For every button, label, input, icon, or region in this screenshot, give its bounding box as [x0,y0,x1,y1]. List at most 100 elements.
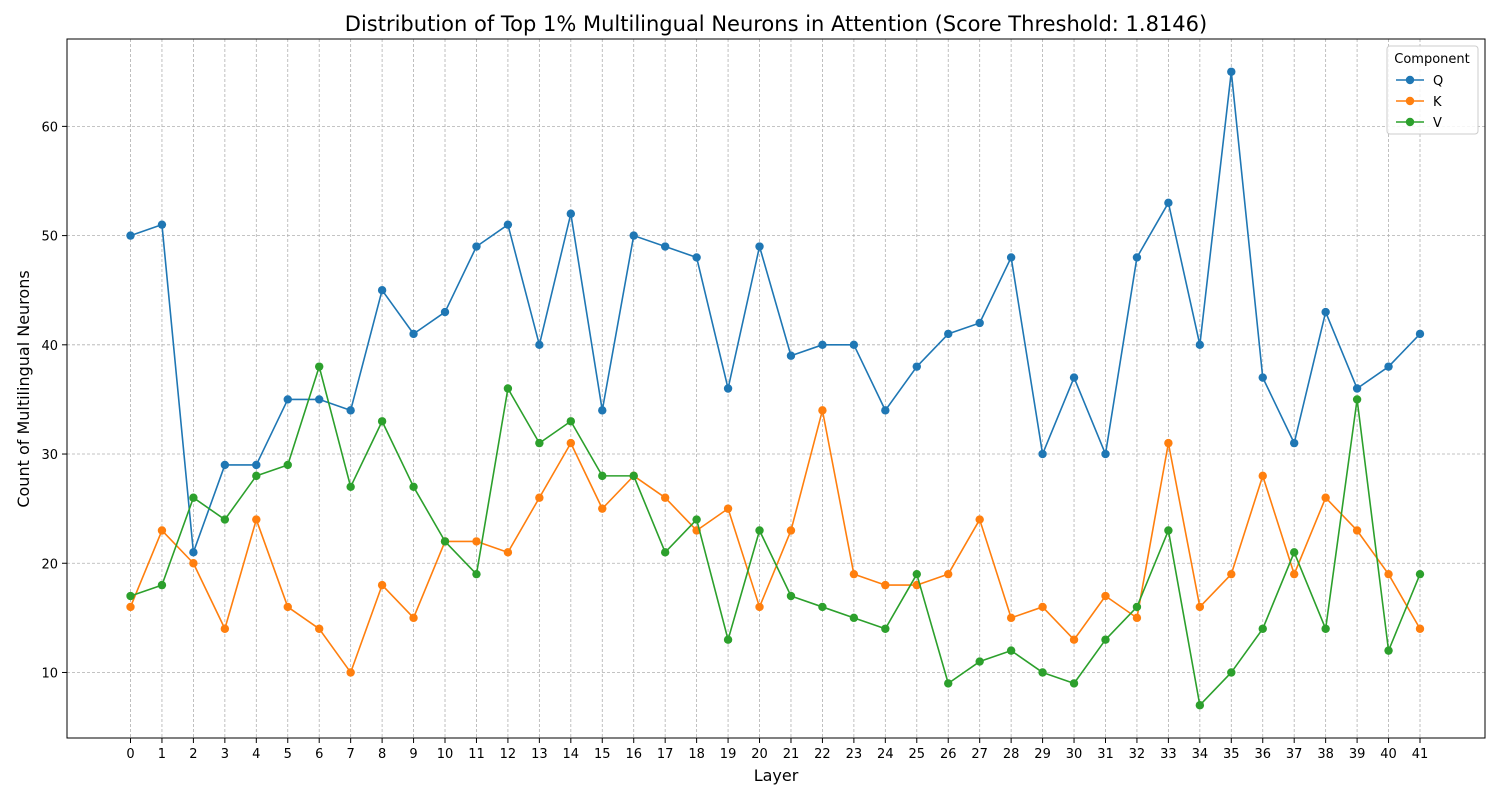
data-point [944,679,953,688]
x-tick-label: 1 [158,747,166,762]
data-point [1195,340,1205,350]
x-tick-label: 38 [1317,747,1334,762]
data-point [1164,438,1173,448]
data-point [440,307,450,317]
data-point [1415,624,1425,633]
data-point [1415,569,1425,579]
x-tick-label: 29 [1034,747,1051,762]
x-tick-label: 39 [1349,747,1366,762]
data-point [1415,329,1425,339]
legend-marker [1405,75,1415,85]
data-point [283,602,292,612]
data-point [189,559,198,568]
plot-frame [66,38,1486,739]
data-point [220,515,230,524]
data-point [283,395,292,404]
legend-marker [1405,96,1415,106]
data-point [440,537,450,546]
x-tick-label: 8 [378,747,386,762]
data-point [472,242,481,251]
data-point [975,318,984,328]
data-point [1258,471,1267,481]
data-point [1164,526,1173,535]
data-point [598,406,607,415]
data-point [472,537,481,546]
data-point [598,471,607,481]
x-tick-label: 36 [1254,747,1271,762]
data-point [252,471,261,481]
data-point [818,602,827,612]
data-point [881,406,890,415]
data-point [1069,373,1079,382]
grid [67,39,1485,738]
y-tick-label: 60 [41,120,58,135]
x-tick-label: 20 [751,747,768,762]
legend-label: V [1433,116,1442,131]
data-point [598,504,607,513]
series-line [129,409,1421,674]
y-tick-label: 30 [41,448,58,463]
legend-box [1386,45,1479,135]
data-point [786,526,796,535]
data-point [1289,438,1299,448]
data-point [126,591,135,601]
data-point [157,220,167,229]
data-point [786,351,796,360]
data-point [157,526,167,535]
data-point [660,548,670,557]
x-tick-label: 35 [1223,747,1240,762]
data-point [1101,449,1110,459]
legend-title: Component [1394,52,1469,67]
x-tick-label: 5 [284,747,292,762]
data-point [346,482,355,491]
chart-title: Distribution of Top 1% Multilingual Neur… [345,12,1207,36]
data-point [1289,548,1299,557]
series-line [130,70,1421,554]
data-point [1352,526,1362,535]
data-point [975,657,984,666]
data-point [1321,624,1330,633]
data-point [1289,569,1299,579]
data-point [1132,253,1142,262]
data-point [1038,668,1047,677]
x-tick-label: 40 [1380,747,1397,762]
data-point [126,231,135,240]
series-line [130,365,1421,707]
data-point [189,493,198,502]
data-point [755,242,764,251]
data-point [1195,602,1205,612]
y-tick-label: 20 [41,557,58,572]
data-point [1384,646,1393,655]
data-point [1101,591,1110,601]
data-point [1069,635,1079,644]
data-point [377,580,387,590]
data-point [472,569,481,579]
x-axis-ticks: 0 1 2 3 4 5 6 7 8 9 10 11 12 13 14 15 16 17 18 19 20 21 22 23 24… [126,738,1428,762]
x-tick-label: 16 [625,747,642,762]
data-point [252,460,261,470]
data-point [377,417,387,426]
data-point [503,548,513,557]
data-point [786,591,796,601]
data-point [944,569,953,579]
x-tick-label: 31 [1097,747,1114,762]
x-tick-label: 25 [909,747,926,762]
data-point [126,602,135,612]
x-tick-label: 14 [563,747,580,762]
data-point [346,406,355,415]
x-tick-label: 37 [1286,747,1303,762]
x-tick-label: 2 [189,747,197,762]
data-point [315,624,324,633]
data-point [535,438,544,448]
data-point [1384,569,1393,579]
x-tick-label: 6 [315,747,323,762]
data-point [1069,679,1079,688]
data-point [1321,307,1330,317]
data-point [629,231,638,240]
data-point [1352,384,1362,393]
x-axis-label: Layer [754,766,799,785]
x-tick-label: 0 [126,747,134,762]
data-point [315,362,324,371]
y-tick-label: 40 [41,339,58,354]
